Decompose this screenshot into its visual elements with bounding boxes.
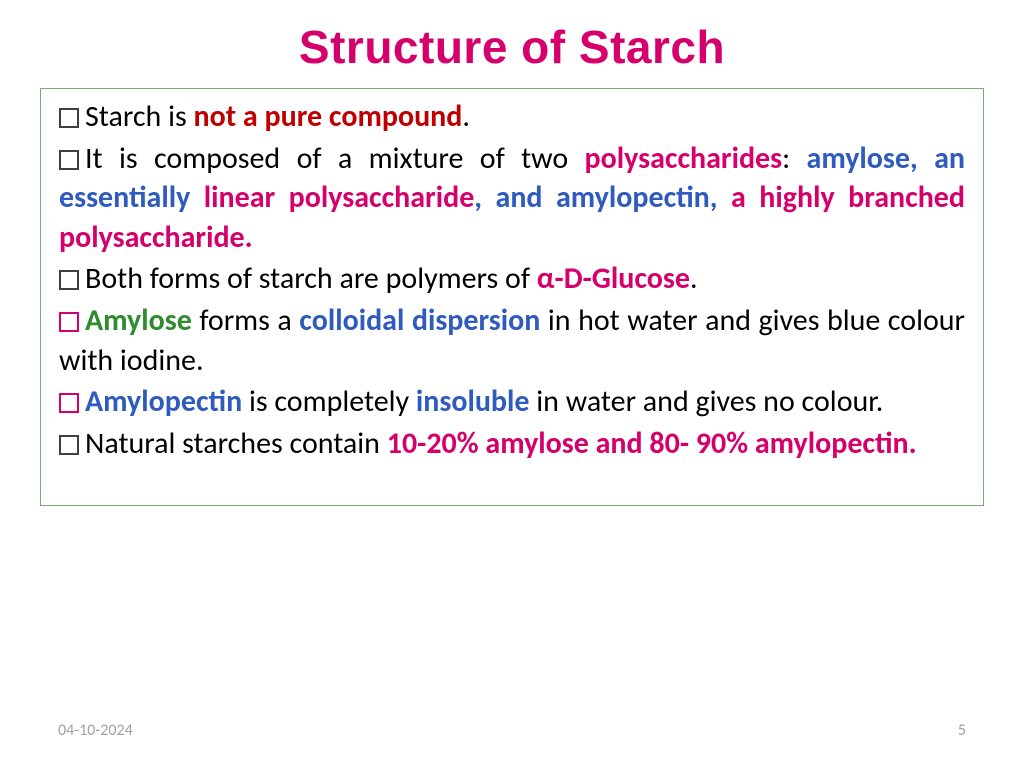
bullet-item: Amylopectin is completely insoluble in w… [59,382,965,422]
bullet-item: It is composed of a mixture of two polys… [59,139,965,258]
square-bullet-icon [59,270,79,290]
content-box: Starch is not a pure compound.It is comp… [40,88,984,506]
square-bullet-icon [59,312,79,332]
text-segment: Natural starches contain [85,425,387,462]
text-segment: : [782,140,806,177]
bullet-item: Natural starches contain 10-20% amylose … [59,424,965,464]
square-bullet-icon [59,393,79,413]
text-segment: It is composed of a mixture of two [85,140,585,177]
bullet-item: Both forms of starch are polymers of α-D… [59,259,965,299]
slide: Structure of Starch Starch is not a pure… [0,0,1024,768]
text-segment: insoluble [416,383,530,420]
bullet-item: Amylose forms a colloidal dispersion in … [59,301,965,380]
bullet-item: Starch is not a pure compound. [59,97,965,137]
footer: 04-10-2024 5 [0,721,1024,740]
text-segment: Amylose [85,302,192,339]
text-segment: . [462,98,470,135]
square-bullet-icon [59,435,79,455]
square-bullet-icon [59,108,79,128]
footer-page: 5 [958,721,966,740]
text-segment: . [690,260,698,297]
slide-title: Structure of Starch [30,20,994,74]
text-segment: , and amylopectin, [474,179,731,216]
footer-date: 04-10-2024 [58,721,133,740]
square-bullet-icon [59,150,79,170]
text-segment: is completely [242,383,416,420]
text-segment: α-D-Glucose [537,260,690,297]
text-segment: forms a [192,302,299,339]
text-segment: Amylopectin [85,383,242,420]
text-segment: not a pure compound [194,98,463,135]
text-segment: in water and gives no colour. [530,383,884,420]
text-segment: Starch is [85,98,194,135]
text-segment: linear polysaccharide [204,179,475,216]
text-segment: colloidal dispersion [299,302,540,339]
text-segment: polysaccharides [585,140,783,177]
text-segment: Both forms of starch are polymers of [85,260,537,297]
text-segment: 10-20% amylose and 80- 90% amylopectin. [387,425,917,462]
